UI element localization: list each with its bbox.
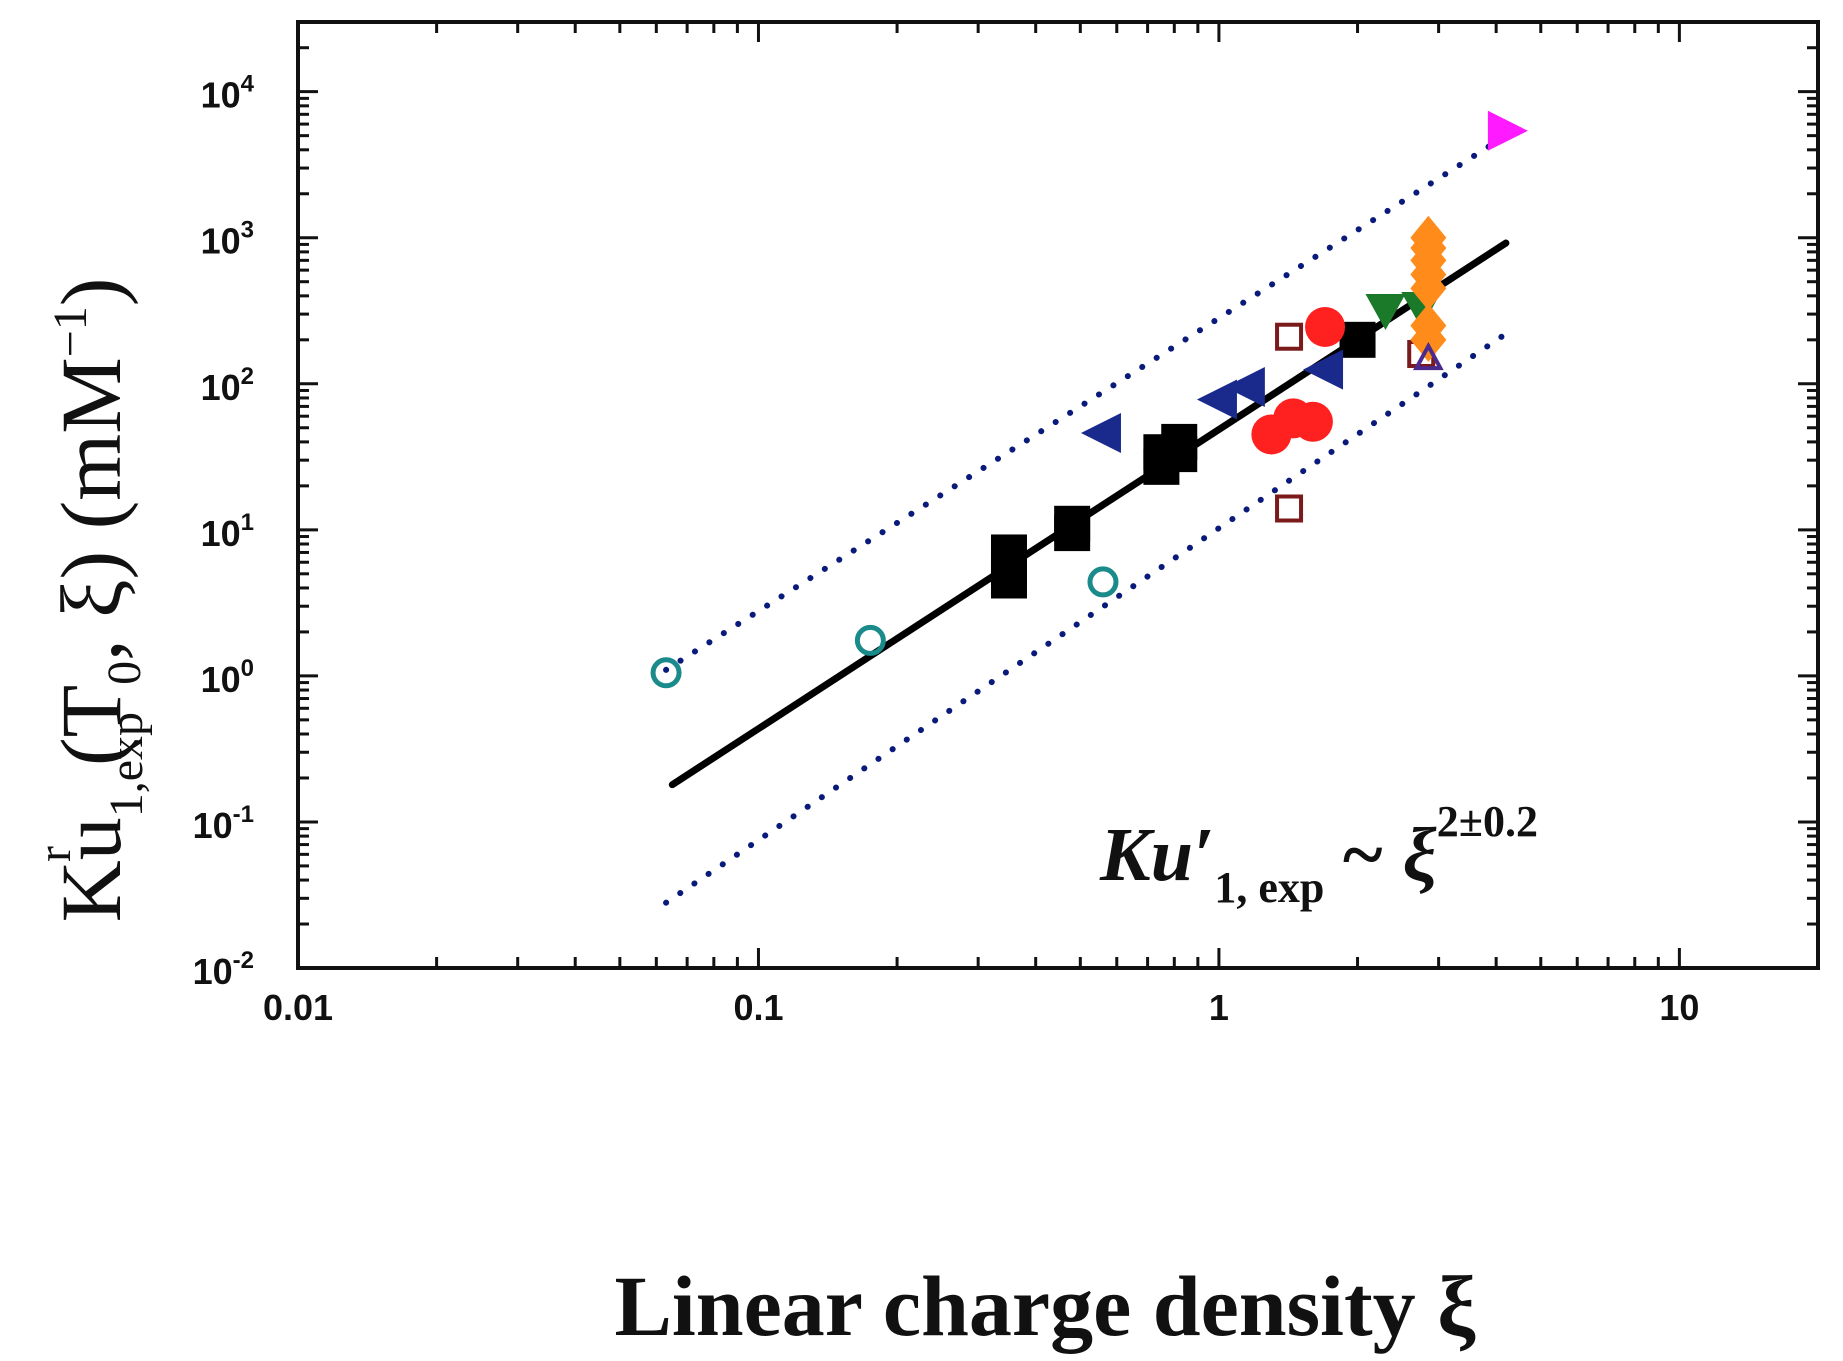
y-tick-label: 100 (201, 655, 254, 700)
data-point-left-triangle (1080, 413, 1121, 454)
x-axis-label: Linear charge density ξ (615, 1258, 1477, 1354)
svg-text:Ku′1, exp~ ξ2±0.2: Ku′1, exp ~ ξ2±0.2 (1099, 797, 1538, 912)
data-point-down-triangle (1365, 294, 1406, 331)
annotation-tilde: ~ ξ (1340, 813, 1436, 897)
annotation-main: Ku′ (1099, 813, 1214, 897)
data-point-open-circle (1087, 566, 1119, 598)
y-label-base: Ku (43, 817, 139, 922)
data-point-open-circle (854, 624, 886, 656)
bound-line-dotted (663, 330, 1509, 906)
data-point-diamond (1410, 317, 1447, 362)
bound-line-dotted (663, 132, 1509, 673)
data-point-circle (1305, 306, 1346, 347)
y-label-rest-sup: −1 (44, 306, 97, 357)
y-tick-label: 101 (201, 509, 254, 554)
data-point-square (1339, 321, 1376, 358)
svg-text:Ku1,expr(T0, ξ) (mM−1): Ku1,exp r (T0, ξ) (mM−1) (28, 278, 153, 923)
data-point-open-square (1275, 322, 1304, 351)
data-point-diamond (1410, 266, 1447, 311)
data-point-left-triangle (1303, 349, 1344, 390)
y-label-close: ) (43, 278, 139, 307)
data-point-open-circle (650, 657, 682, 689)
x-tick-label: 1 (1209, 987, 1229, 1028)
data-point-left-triangle (1224, 367, 1265, 408)
annotation-sub: 1, exp (1214, 863, 1324, 912)
annotation-sup: 2±0.2 (1437, 797, 1538, 846)
x-tick-label: 0.1 (733, 987, 783, 1028)
x-tick-label: 0.01 (263, 987, 333, 1028)
y-label-rest-tail: , ξ) (mM (43, 357, 139, 660)
y-tick-label: 103 (201, 217, 254, 262)
plot-frame (296, 20, 1820, 970)
fit-annotation: Ku′1, exp ~ ξ2±0.2 (1099, 797, 1538, 912)
y-label-sup: r (28, 846, 81, 862)
data-points-layer (650, 110, 1528, 689)
y-label-rest-sub: 0 (98, 661, 151, 685)
y-label-rest: (T (43, 685, 139, 766)
data-point-square (990, 562, 1027, 599)
data-point-right-triangle (1487, 110, 1528, 151)
data-point-up-triangle (1412, 341, 1444, 371)
y-tick-label: 10-2 (193, 947, 254, 992)
y-tick-label: 104 (201, 71, 255, 116)
y-label-sub: 1,exp (100, 712, 153, 817)
data-point-square (1161, 436, 1198, 473)
y-tick-label: 10-1 (193, 801, 254, 846)
data-point-open-square (1275, 494, 1304, 523)
labels-layer: Linear charge density ξ Ku1,exp r (T0, ξ) … (28, 278, 1538, 1354)
y-tick-label: 102 (201, 363, 254, 408)
data-point-left-triangle (1196, 379, 1237, 420)
axes-layer: 0.01 0.1 1 10 10-2 10-1 100 101 102 103 104 (193, 20, 1820, 1028)
data-point-square (1054, 515, 1091, 552)
data-point-circle (1292, 401, 1333, 442)
x-tick-label: 10 (1659, 987, 1699, 1028)
y-axis-label: Ku1,exp r (T0, ξ) (mM−1) (28, 278, 153, 923)
